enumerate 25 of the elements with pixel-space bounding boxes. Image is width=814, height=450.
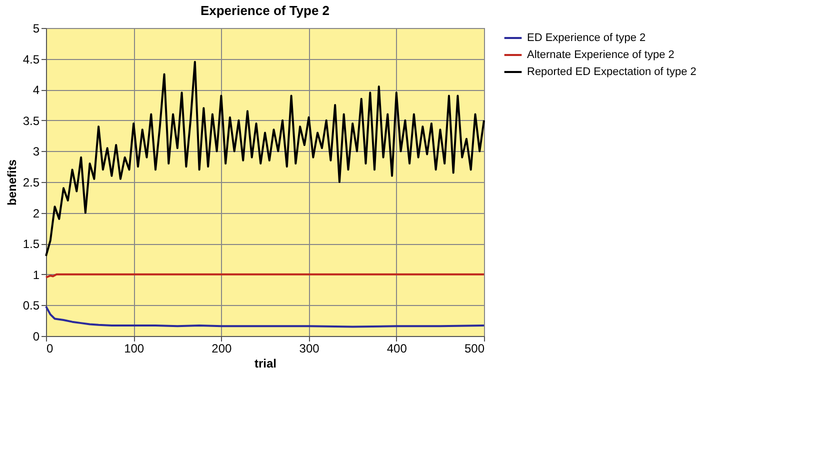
x-tick-label: 100	[124, 342, 144, 356]
y-tick-label: 3	[32, 144, 40, 159]
y-tick-label: 5	[32, 22, 40, 36]
y-tick-label: 2.5	[22, 176, 40, 190]
legend-label: ED Experience of type 2	[527, 32, 646, 44]
line-series	[45, 60, 485, 257]
y-tick-label: 1	[32, 268, 40, 282]
y-tick-label: 1.5	[22, 237, 40, 252]
y-tick-label: 4	[32, 83, 40, 98]
y-axis-title: benefits	[4, 159, 19, 206]
y-tick-label: 4.5	[22, 52, 40, 66]
x-tick-label: 0	[46, 342, 54, 356]
x-tick-label: 300	[299, 342, 320, 356]
y-tick-label: 0.5	[22, 298, 40, 313]
y-tick-label: 3.5	[22, 114, 40, 128]
x-tick-label: 500	[464, 342, 485, 356]
y-tick-label: 0	[32, 330, 40, 344]
x-axis-title: trial	[254, 356, 277, 370]
legend-label: Alternate Experience of type 2	[527, 49, 674, 61]
chart-title: Experience of Type 2	[200, 3, 330, 18]
x-tick-label: 200	[212, 342, 232, 356]
legend-label: Reported ED Expectation of type 2	[527, 66, 696, 78]
y-tick-label: 2	[32, 206, 40, 220]
x-tick-label: 400	[386, 342, 408, 356]
line-series	[45, 305, 485, 328]
